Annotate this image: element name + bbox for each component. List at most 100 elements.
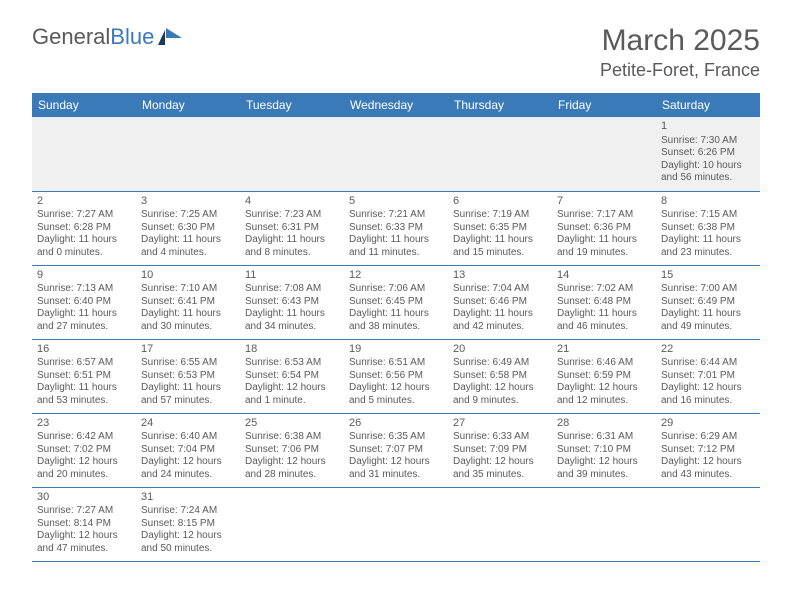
sunset-text: Sunset: 6:30 PM [141,222,235,235]
calendar-day-cell: 9Sunrise: 7:13 AMSunset: 6:40 PMDaylight… [32,265,136,339]
sunset-text: Sunset: 6:28 PM [37,222,131,235]
day-number: 29 [661,417,755,431]
daylight-text: Daylight: 12 hours and 16 minutes. [661,382,755,407]
daylight-text: Daylight: 11 hours and 46 minutes. [557,308,651,333]
daylight-text: Daylight: 12 hours and 47 minutes. [37,530,131,555]
sunset-text: Sunset: 7:10 PM [557,444,651,457]
sunrise-text: Sunrise: 7:04 AM [453,283,547,296]
logo-text-general: General [32,24,110,50]
sunset-text: Sunset: 6:51 PM [37,370,131,383]
calendar-day-cell: 29Sunrise: 6:29 AMSunset: 7:12 PMDayligh… [656,413,760,487]
daylight-text: Daylight: 12 hours and 1 minute. [245,382,339,407]
day-number: 27 [453,417,547,431]
sunset-text: Sunset: 6:49 PM [661,296,755,309]
day-number: 12 [349,269,443,283]
daylight-text: Daylight: 12 hours and 24 minutes. [141,456,235,481]
daylight-text: Daylight: 11 hours and 42 minutes. [453,308,547,333]
sunset-text: Sunset: 6:38 PM [661,222,755,235]
sunrise-text: Sunrise: 6:57 AM [37,357,131,370]
day-number: 2 [37,195,131,209]
calendar-week-row: 9Sunrise: 7:13 AMSunset: 6:40 PMDaylight… [32,265,760,339]
calendar-day-cell: 2Sunrise: 7:27 AMSunset: 6:28 PMDaylight… [32,191,136,265]
calendar-day-cell: 13Sunrise: 7:04 AMSunset: 6:46 PMDayligh… [448,265,552,339]
daylight-text: Daylight: 12 hours and 5 minutes. [349,382,443,407]
calendar-week-row: 1Sunrise: 7:30 AMSunset: 6:26 PMDaylight… [32,117,760,191]
calendar-header-row: SundayMondayTuesdayWednesdayThursdayFrid… [32,93,760,117]
sunrise-text: Sunrise: 7:02 AM [557,283,651,296]
day-number: 13 [453,269,547,283]
day-number: 20 [453,343,547,357]
calendar-day-cell: 12Sunrise: 7:06 AMSunset: 6:45 PMDayligh… [344,265,448,339]
sunrise-text: Sunrise: 6:29 AM [661,431,755,444]
day-number: 16 [37,343,131,357]
day-number: 18 [245,343,339,357]
calendar-week-row: 23Sunrise: 6:42 AMSunset: 7:02 PMDayligh… [32,413,760,487]
sunset-text: Sunset: 7:06 PM [245,444,339,457]
sunrise-text: Sunrise: 6:49 AM [453,357,547,370]
calendar-body: 1Sunrise: 7:30 AMSunset: 6:26 PMDaylight… [32,117,760,561]
sunrise-text: Sunrise: 6:38 AM [245,431,339,444]
daylight-text: Daylight: 11 hours and 0 minutes. [37,234,131,259]
sunrise-text: Sunrise: 6:46 AM [557,357,651,370]
day-number: 10 [141,269,235,283]
sunrise-text: Sunrise: 7:21 AM [349,209,443,222]
daylight-text: Daylight: 11 hours and 23 minutes. [661,234,755,259]
day-header: Wednesday [344,93,448,117]
daylight-text: Daylight: 11 hours and 11 minutes. [349,234,443,259]
daylight-text: Daylight: 11 hours and 15 minutes. [453,234,547,259]
calendar-day-cell: 27Sunrise: 6:33 AMSunset: 7:09 PMDayligh… [448,413,552,487]
calendar-table: SundayMondayTuesdayWednesdayThursdayFrid… [32,93,760,562]
sunset-text: Sunset: 6:54 PM [245,370,339,383]
sunrise-text: Sunrise: 6:42 AM [37,431,131,444]
calendar-day-cell: 24Sunrise: 6:40 AMSunset: 7:04 PMDayligh… [136,413,240,487]
daylight-text: Daylight: 10 hours and 56 minutes. [661,160,755,185]
calendar-day-cell [240,117,344,191]
day-number: 23 [37,417,131,431]
sunset-text: Sunset: 6:48 PM [557,296,651,309]
calendar-day-cell: 8Sunrise: 7:15 AMSunset: 6:38 PMDaylight… [656,191,760,265]
sunrise-text: Sunrise: 7:27 AM [37,209,131,222]
calendar-day-cell: 1Sunrise: 7:30 AMSunset: 6:26 PMDaylight… [656,117,760,191]
day-number: 21 [557,343,651,357]
sunset-text: Sunset: 7:01 PM [661,370,755,383]
sunset-text: Sunset: 6:41 PM [141,296,235,309]
sunset-text: Sunset: 6:35 PM [453,222,547,235]
logo-flag-icon [158,28,184,46]
sunset-text: Sunset: 6:58 PM [453,370,547,383]
calendar-day-cell: 14Sunrise: 7:02 AMSunset: 6:48 PMDayligh… [552,265,656,339]
daylight-text: Daylight: 11 hours and 49 minutes. [661,308,755,333]
daylight-text: Daylight: 11 hours and 19 minutes. [557,234,651,259]
sunset-text: Sunset: 6:59 PM [557,370,651,383]
day-number: 7 [557,195,651,209]
sunrise-text: Sunrise: 7:06 AM [349,283,443,296]
day-number: 26 [349,417,443,431]
sunrise-text: Sunrise: 6:31 AM [557,431,651,444]
sunrise-text: Sunrise: 7:23 AM [245,209,339,222]
day-header: Saturday [656,93,760,117]
daylight-text: Daylight: 11 hours and 34 minutes. [245,308,339,333]
day-number: 8 [661,195,755,209]
sunrise-text: Sunrise: 7:19 AM [453,209,547,222]
day-number: 5 [349,195,443,209]
calendar-day-cell: 7Sunrise: 7:17 AMSunset: 6:36 PMDaylight… [552,191,656,265]
daylight-text: Daylight: 12 hours and 20 minutes. [37,456,131,481]
sunset-text: Sunset: 6:26 PM [661,147,755,160]
calendar-day-cell [448,487,552,561]
calendar-day-cell: 17Sunrise: 6:55 AMSunset: 6:53 PMDayligh… [136,339,240,413]
daylight-text: Daylight: 11 hours and 30 minutes. [141,308,235,333]
calendar-day-cell: 16Sunrise: 6:57 AMSunset: 6:51 PMDayligh… [32,339,136,413]
sunrise-text: Sunrise: 7:00 AM [661,283,755,296]
daylight-text: Daylight: 12 hours and 35 minutes. [453,456,547,481]
calendar-day-cell [552,487,656,561]
calendar-day-cell: 18Sunrise: 6:53 AMSunset: 6:54 PMDayligh… [240,339,344,413]
sunset-text: Sunset: 7:04 PM [141,444,235,457]
calendar-day-cell: 28Sunrise: 6:31 AMSunset: 7:10 PMDayligh… [552,413,656,487]
calendar-day-cell: 23Sunrise: 6:42 AMSunset: 7:02 PMDayligh… [32,413,136,487]
sunrise-text: Sunrise: 7:24 AM [141,505,235,518]
calendar-day-cell [136,117,240,191]
calendar-day-cell: 19Sunrise: 6:51 AMSunset: 6:56 PMDayligh… [344,339,448,413]
sunset-text: Sunset: 6:33 PM [349,222,443,235]
day-number: 22 [661,343,755,357]
daylight-text: Daylight: 12 hours and 28 minutes. [245,456,339,481]
daylight-text: Daylight: 12 hours and 12 minutes. [557,382,651,407]
